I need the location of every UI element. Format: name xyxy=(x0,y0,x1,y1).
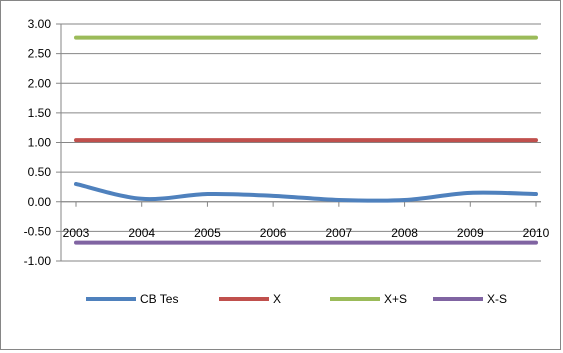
legend-item-x: X xyxy=(219,292,281,306)
y-tick-label: 2.50 xyxy=(28,47,52,61)
y-tick-label: 3.00 xyxy=(28,17,52,31)
y-tick-label: 1.50 xyxy=(28,106,52,120)
legend-item-x-plus-s: X+S xyxy=(330,292,407,306)
y-tick-label: -0.50 xyxy=(24,224,52,238)
x-tick-label: 2005 xyxy=(194,226,221,240)
x-tick-labels: 2003 2004 2005 2006 2007 2008 2009 2010 xyxy=(63,226,550,240)
legend-label: X-S xyxy=(487,292,507,306)
series-line-cb-tes xyxy=(74,181,538,203)
x-tick-label: 2006 xyxy=(260,226,287,240)
series-lines xyxy=(74,35,538,245)
x-tick-label: 2003 xyxy=(63,226,90,240)
legend-label: CB Tes xyxy=(140,292,178,306)
x-tick-label: 2008 xyxy=(391,226,418,240)
y-tick-label: -1.00 xyxy=(24,254,52,268)
legend-label: X xyxy=(273,292,281,306)
x-tick-label: 2004 xyxy=(128,226,155,240)
legend-item-x-s: X-S xyxy=(433,292,507,306)
y-tick-label: 0.00 xyxy=(28,195,52,209)
x-tick-label: 2009 xyxy=(457,226,484,240)
legend-label: X+S xyxy=(384,292,407,306)
legend: CB Tes X X+S X-S xyxy=(86,292,507,306)
y-tick-label: 1.00 xyxy=(28,136,52,150)
y-tick-labels: -1.00 -0.50 0.00 0.50 1.00 1.50 2.00 2.50 3.00 xyxy=(24,17,52,268)
legend-item-cb-tes: CB Tes xyxy=(86,292,178,306)
x-tick-label: 2010 xyxy=(523,226,550,240)
y-tick-label: 0.50 xyxy=(28,165,52,179)
x-tick-label: 2007 xyxy=(326,226,353,240)
y-tick-label: 2.00 xyxy=(28,76,52,90)
axes xyxy=(56,23,541,262)
